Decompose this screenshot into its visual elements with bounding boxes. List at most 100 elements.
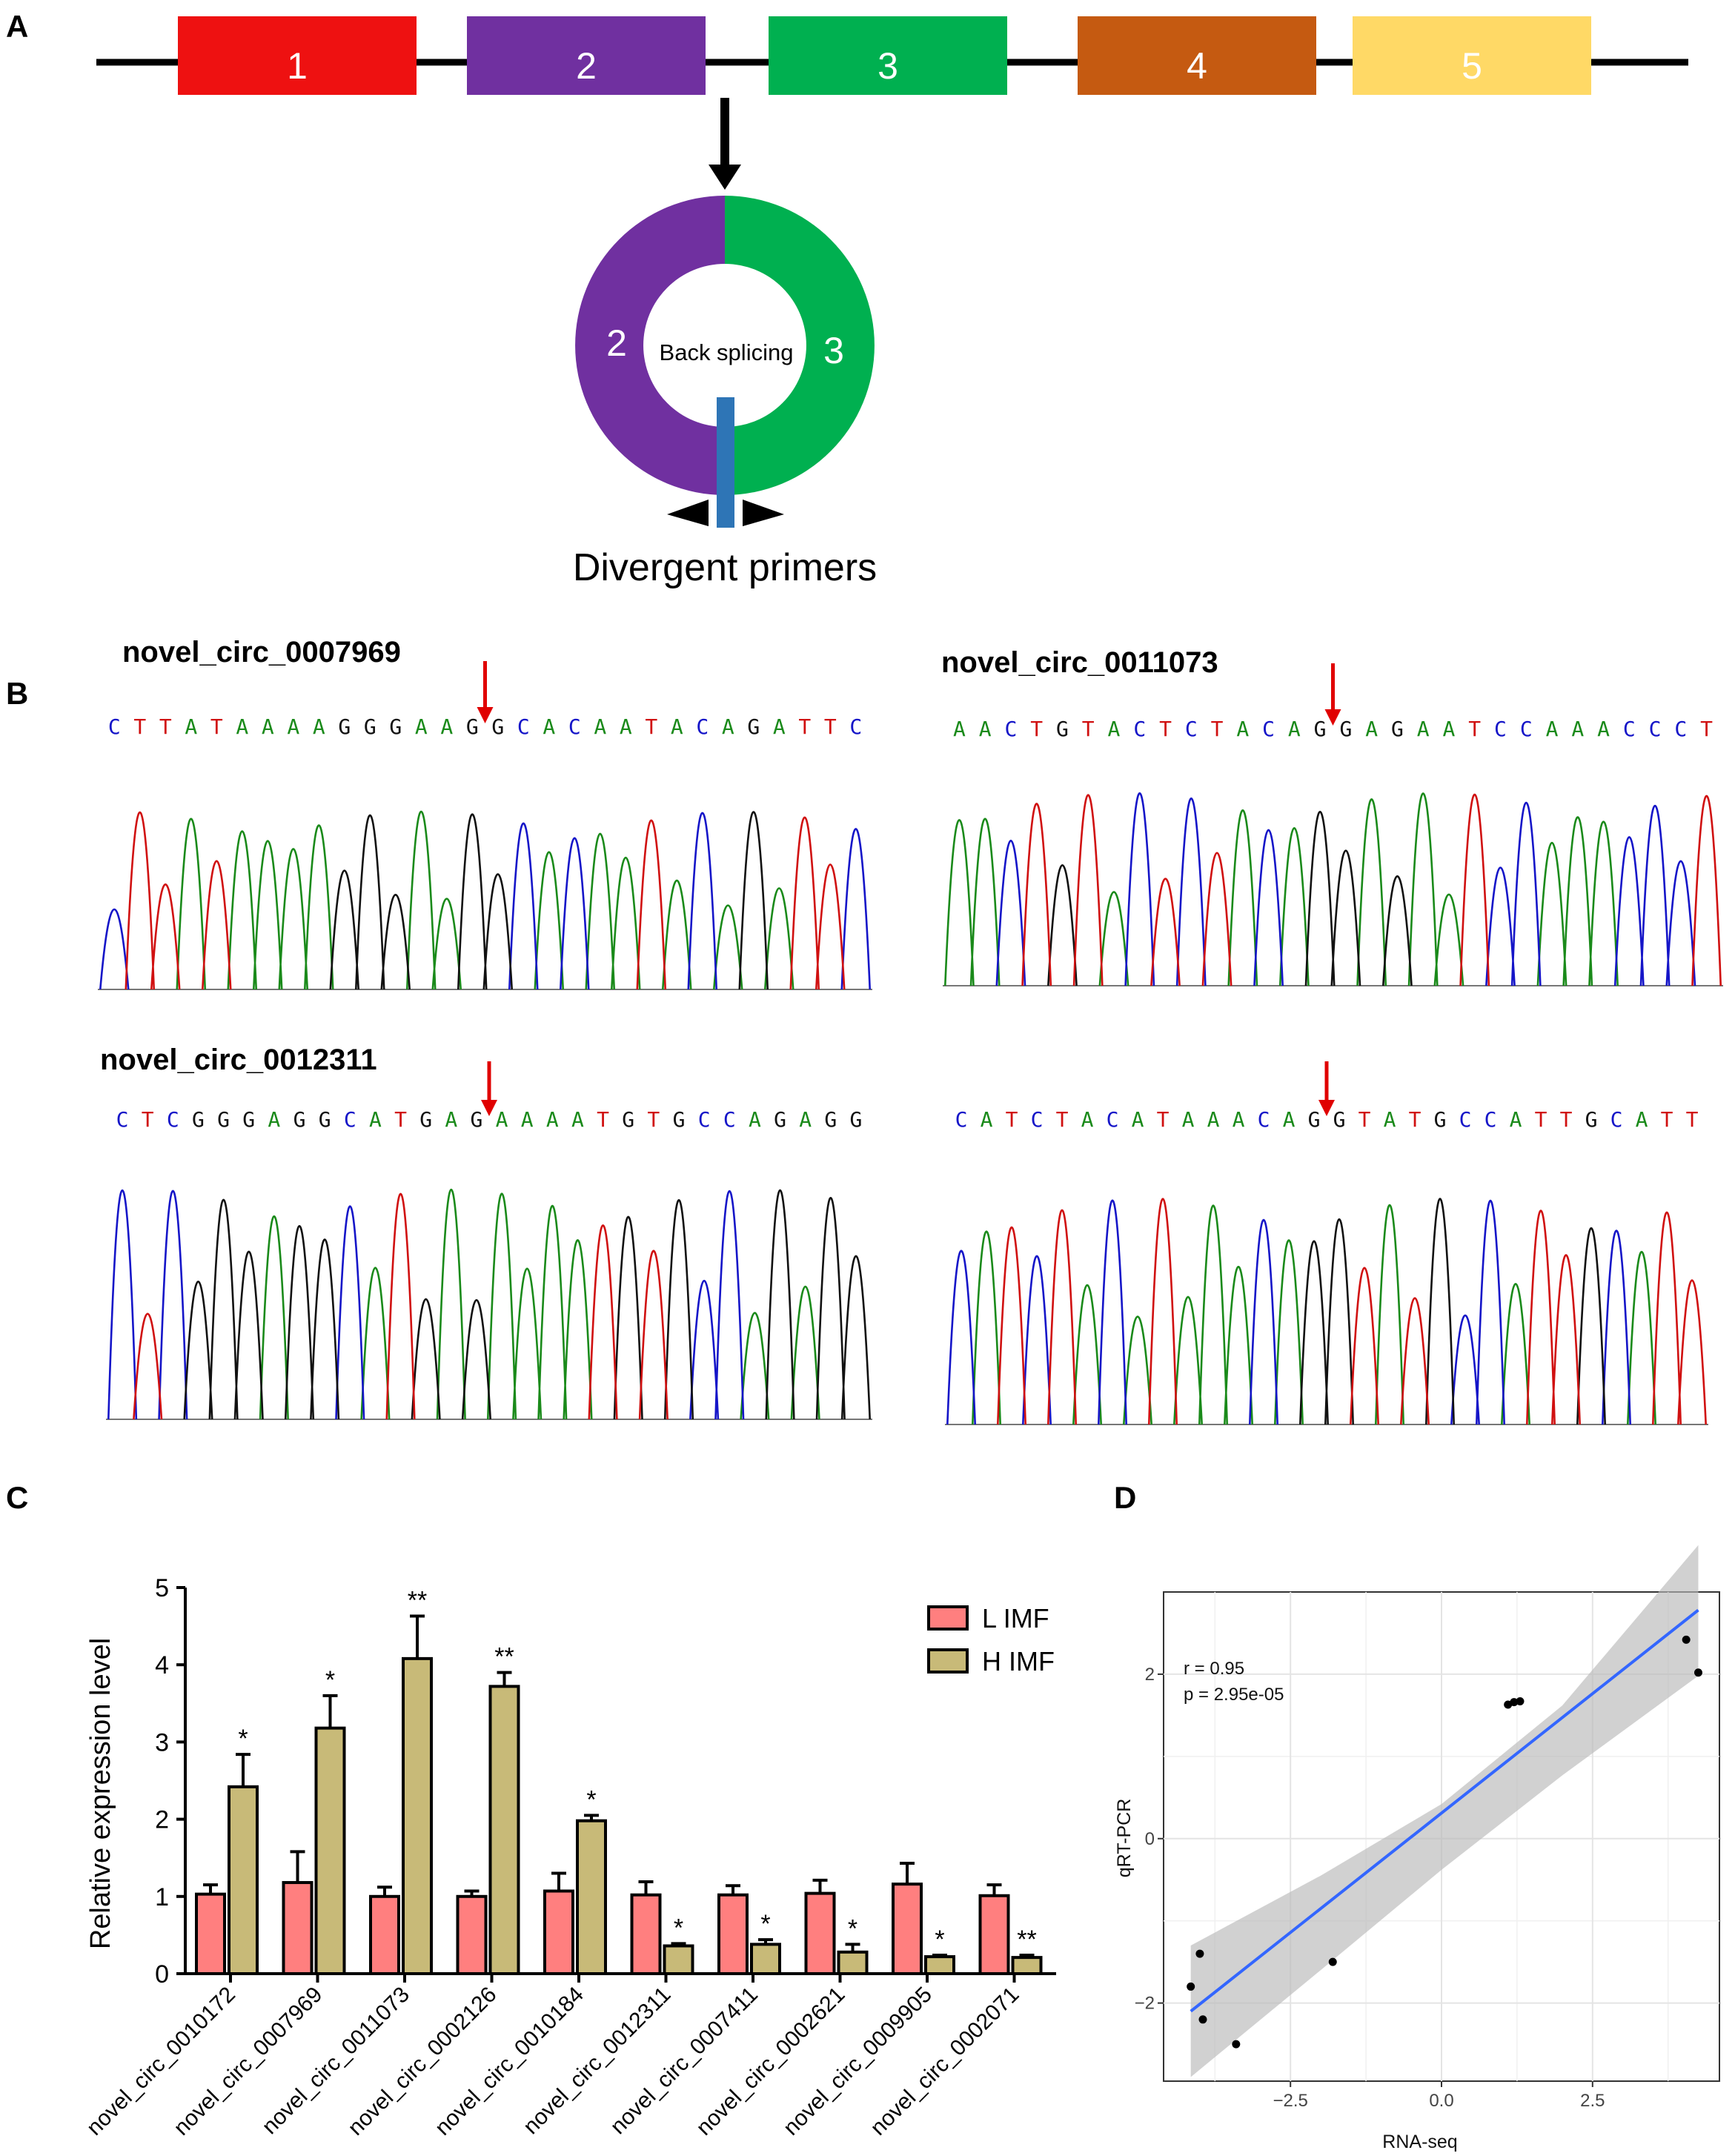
- base-call: C: [1107, 1107, 1119, 1132]
- legend-label: H IMF: [982, 1646, 1055, 1676]
- exon-label-4: 4: [1187, 45, 1207, 87]
- significance-mark: **: [408, 1587, 427, 1615]
- exon-label-5: 5: [1462, 45, 1482, 87]
- exon-box-4: [1078, 16, 1316, 95]
- base-call: C: [1610, 1107, 1623, 1132]
- significance-mark: *: [760, 1910, 770, 1938]
- base-call: G: [622, 1107, 634, 1132]
- bar-x-tick-label: novel_circ_0007411: [606, 1983, 763, 2140]
- scatter-point: [1510, 1698, 1519, 1707]
- junction-arrowhead-icon: [1324, 709, 1341, 726]
- bar-x-tick-label: novel_circ_0009905: [779, 1983, 937, 2140]
- scatter-y-tick-label: 0: [1145, 1829, 1155, 1849]
- base-call: A: [543, 714, 555, 739]
- bar-x-tick-label: novel_circ_0012311: [519, 1983, 676, 2140]
- base-call: G: [1391, 717, 1404, 741]
- base-call: A: [1417, 717, 1430, 741]
- base-call: A: [546, 1107, 559, 1132]
- trace-channel-T: [1021, 794, 1722, 986]
- trace-channel-A: [972, 1204, 1656, 1425]
- base-call: C: [1494, 717, 1507, 741]
- base-call: G: [1333, 1107, 1346, 1132]
- base-call: A: [671, 714, 683, 739]
- base-call: G: [419, 1107, 432, 1132]
- base-call: C: [1484, 1107, 1497, 1132]
- base-call: C: [167, 1107, 179, 1132]
- base-call: T: [1006, 1107, 1018, 1132]
- base-call: T: [1157, 1107, 1170, 1132]
- base-call: T: [159, 714, 172, 739]
- base-call: C: [1133, 717, 1146, 741]
- trace-channel-C: [99, 812, 872, 990]
- base-call: A: [445, 1107, 457, 1132]
- base-call: A: [521, 1107, 534, 1132]
- base-call: A: [979, 717, 992, 741]
- trace-channel-A: [943, 792, 1619, 986]
- base-call: A: [268, 1107, 280, 1132]
- bar-l-imf: [804, 1891, 836, 1976]
- base-call: C: [849, 714, 862, 739]
- exons: 1 2 3 4 5: [178, 16, 1591, 95]
- base-call: G: [319, 1107, 331, 1132]
- exon-box-5: [1353, 16, 1591, 95]
- bar-x-tick-labels: novel_circ_0010172novel_circ_0007969nove…: [82, 1983, 1024, 2140]
- base-call: T: [1661, 1107, 1673, 1132]
- bar-y-tick-label: 3: [155, 1728, 169, 1757]
- exon-label-1: 1: [287, 45, 308, 87]
- panel-label-a: A: [6, 9, 28, 44]
- scatter-point: [1682, 1635, 1691, 1644]
- scatter-plot: −2.5 0.0 2.5 −2 0 2: [1135, 1545, 1720, 2111]
- bar-h-imf: [402, 1656, 433, 1975]
- scatter-point: [1187, 1982, 1195, 1991]
- bar-marks: ******** * * * **: [195, 1587, 1043, 1976]
- base-call: T: [647, 1107, 660, 1132]
- down-arrow-icon: [709, 165, 741, 190]
- base-call: A: [1108, 717, 1121, 741]
- bar-l-imf: [369, 1894, 400, 1976]
- significance-mark: *: [238, 1725, 248, 1753]
- bar-l-imf: [456, 1894, 488, 1976]
- bar-y-tick-label: 1: [155, 1883, 169, 1911]
- junction-arrowhead-icon: [477, 707, 494, 723]
- base-call: C: [1262, 717, 1275, 741]
- scatter-point: [1195, 1949, 1204, 1958]
- base-call: A: [1233, 1107, 1245, 1132]
- panel-a-gene-diagram: 1 2 3 4 5 2 3 Back splicing Divergent primer…: [96, 16, 1688, 589]
- bar-x-tick-label: novel_circ_0011073: [257, 1983, 414, 2140]
- base-call: A: [1384, 1107, 1396, 1132]
- base-call: A: [1236, 717, 1249, 741]
- base-call: C: [1520, 717, 1533, 741]
- scatter-point: [1198, 2015, 1207, 2024]
- scatter-point: [1516, 1697, 1525, 1706]
- base-call: G: [774, 1107, 786, 1132]
- base-call: A: [749, 1107, 761, 1132]
- base-call: T: [142, 1107, 154, 1132]
- trace-channel-G: [1299, 1198, 1606, 1425]
- legend-swatch: [927, 1648, 969, 1674]
- base-call: A: [773, 714, 786, 739]
- base-call: C: [344, 1107, 356, 1132]
- circ-half-right: [725, 196, 875, 495]
- base-call: T: [1686, 1107, 1699, 1132]
- base-call: T: [1409, 1107, 1421, 1132]
- bar-l-imf: [195, 1892, 226, 1976]
- scatter-point: [1232, 2040, 1241, 2049]
- trace-channel-A: [176, 810, 794, 990]
- trace-title-2: novel_circ_0011073: [941, 646, 1218, 679]
- base-call: T: [1159, 717, 1172, 741]
- base-call: A: [594, 714, 606, 739]
- base-call: C: [696, 714, 709, 739]
- fit-line: [1190, 1608, 1699, 2013]
- base-call: G: [389, 714, 402, 739]
- bar-h-imf: [837, 1950, 869, 1975]
- base-call: T: [1211, 717, 1224, 741]
- bar-h-imf: [1011, 1956, 1043, 1975]
- base-call: C: [723, 1107, 736, 1132]
- base-call: T: [824, 714, 837, 739]
- base-call: C: [1004, 717, 1017, 741]
- base-call: A: [185, 714, 197, 739]
- base-call: C: [1185, 717, 1198, 741]
